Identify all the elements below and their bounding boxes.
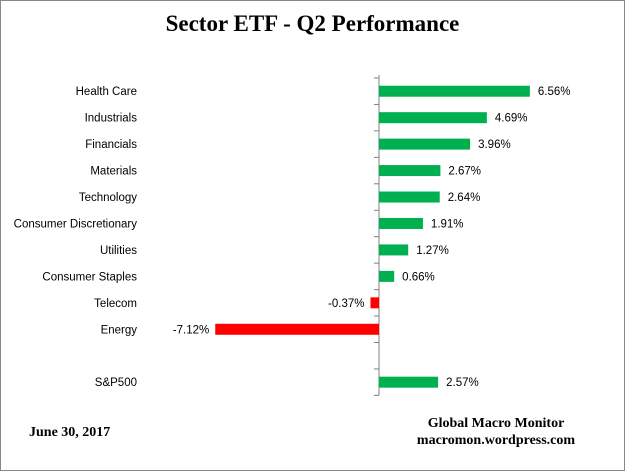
- category-label: Utilities: [100, 245, 137, 257]
- category-label: Industrials: [85, 113, 138, 125]
- data-label: 2.67%: [448, 166, 481, 178]
- bar-energy: [215, 323, 379, 335]
- category-label: S&P500: [95, 377, 137, 389]
- chart-title: Sector ETF - Q2 Performance: [165, 11, 460, 36]
- source-credit: Global Macro Monitor macromon.wordpress.…: [381, 415, 611, 449]
- category-label: Health Care: [76, 86, 137, 98]
- data-label: -7.12%: [173, 324, 209, 336]
- data-label: 1.91%: [431, 218, 464, 230]
- bar-consumer-staples: [379, 270, 395, 282]
- data-label: 4.69%: [495, 113, 528, 125]
- bar-materials: [379, 165, 441, 177]
- bar-industrials: [379, 112, 487, 124]
- category-label: Technology: [79, 192, 137, 204]
- data-label: 0.66%: [402, 271, 435, 283]
- source-name: Global Macro Monitor: [427, 416, 565, 431]
- category-label: Consumer Discretionary: [14, 218, 138, 230]
- data-label: 6.56%: [538, 86, 571, 98]
- category-label: Telecom: [94, 298, 137, 310]
- bar-utilities: [379, 244, 409, 256]
- bar-telecom: [370, 297, 379, 309]
- data-label: -0.37%: [328, 298, 364, 310]
- data-label: 1.27%: [416, 245, 449, 257]
- bar-health-care: [379, 85, 530, 97]
- data-label: 3.96%: [478, 139, 511, 151]
- bar-financials: [379, 138, 471, 150]
- bar-consumer-discretionary: [379, 217, 423, 229]
- data-label: 2.57%: [446, 377, 479, 389]
- category-label: Energy: [101, 324, 138, 336]
- data-label: 2.64%: [448, 192, 481, 204]
- date-label: June 30, 2017: [29, 425, 111, 440]
- bar-s-p500: [379, 376, 439, 388]
- bar-technology: [379, 191, 440, 203]
- category-label: Consumer Staples: [42, 271, 137, 283]
- category-label: Financials: [85, 139, 137, 151]
- source-url: macromon.wordpress.com: [416, 433, 576, 448]
- category-label: Materials: [90, 166, 137, 178]
